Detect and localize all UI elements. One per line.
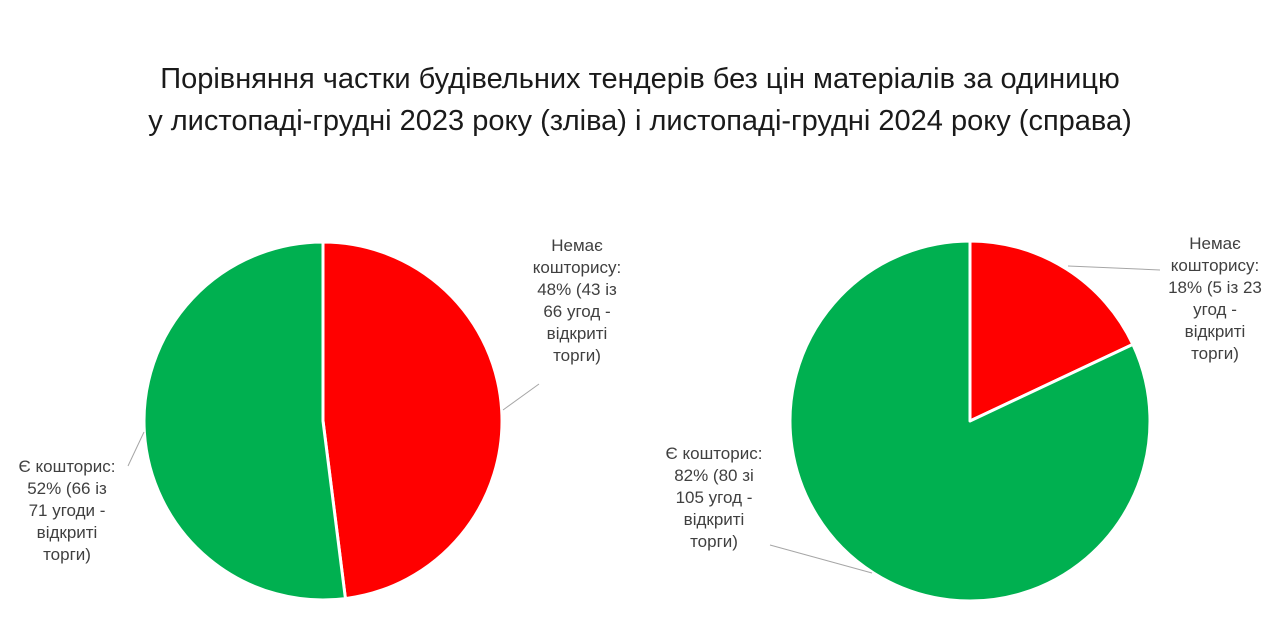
pie-2-leader-has-estimate	[769, 544, 873, 574]
pie-1-label-has-estimate: Є кошторис: 52% (66 із 71 угоди -відкриті т…	[19, 457, 116, 564]
pie-2-slice-has-estimate	[788, 239, 1152, 603]
pie-1: Немає кошторису: 48% (43 із 66 угод -відкри…	[19, 236, 621, 602]
chart-title-line-1: Порівняння частки будівельних тендерів б…	[160, 63, 1120, 95]
pie-2-leader-no-estimate	[1067, 265, 1161, 271]
pie-1-label-no-estimate: Немає кошторису: 48% (43 із 66 угод -відкри…	[533, 236, 621, 365]
pie-1-leader-has-estimate	[127, 431, 145, 467]
pie-2: Немає кошторису: 18% (5 із 23 угод -відкрит…	[666, 234, 1262, 603]
chart-title: Порівняння частки будівельних тендерів б…	[0, 58, 1280, 142]
pie-2-label-has-estimate: Є кошторис: 82% (80 зі 105 угод -відкриті т…	[666, 444, 763, 551]
pie-1-leader-no-estimate	[502, 383, 540, 411]
pie-1-slice-has-estimate	[142, 240, 347, 602]
pie-1-slice-no-estimate	[321, 240, 504, 601]
chart-title-line-2: у листопаді-грудні 2023 року (зліва) і л…	[148, 105, 1132, 137]
pie-2-slice-no-estimate	[968, 239, 1135, 423]
pie-2-label-no-estimate: Немає кошторису: 18% (5 із 23 угод -відкрит…	[1168, 234, 1262, 363]
